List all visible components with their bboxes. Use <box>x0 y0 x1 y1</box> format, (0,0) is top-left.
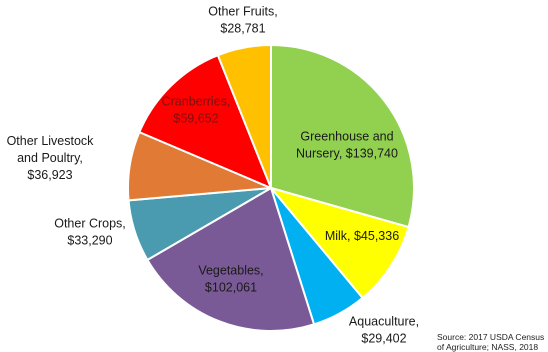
slice-milk <box>268 186 410 300</box>
label-other-crops: Other Crops, $33,290 <box>54 217 126 248</box>
label-line: Cranberries, <box>162 95 231 109</box>
label-line: and Poultry, <box>17 151 83 165</box>
slice-cranberries <box>138 53 273 190</box>
label-line: Nursery, $139,740 <box>296 147 398 161</box>
label-line: $33,290 <box>67 234 112 248</box>
slice-greenhouse-and-nursery <box>270 43 415 229</box>
label-line: $28,781 <box>220 22 265 36</box>
label-other-fruits: Other Fruits, $28,781 <box>208 5 277 36</box>
label-line: Vegetables, <box>198 264 263 278</box>
label-line: $102,061 <box>205 281 257 295</box>
label-greenhouse-and-nursery: Greenhouse and Nursery, $139,740 <box>296 130 398 161</box>
label-aquaculture: Aquaculture, $29,402 <box>349 315 419 346</box>
label-line: $29,402 <box>361 332 406 346</box>
label-line: Greenhouse and <box>300 130 393 144</box>
pie-slices <box>127 43 415 332</box>
label-line: Milk, $45,336 <box>325 229 399 243</box>
label-vegetables: Vegetables, $102,061 <box>198 264 263 295</box>
label-line: Other Fruits, <box>208 5 277 19</box>
slice-other-fruits <box>216 43 272 189</box>
label-line: $59,652 <box>173 112 218 126</box>
label-line: Other Livestock <box>7 134 95 148</box>
label-milk: Milk, $45,336 <box>325 229 399 243</box>
label-line: Other Crops, <box>54 217 126 231</box>
label-line: Aquaculture, <box>349 315 419 329</box>
label-other-livestock-and-poultry: Other Livestock and Poultry, $36,923 <box>7 134 95 182</box>
label-line: $36,923 <box>27 168 72 182</box>
slice-vegetables <box>146 186 316 332</box>
label-cranberries: Cranberries, $59,652 <box>162 95 231 126</box>
source-note-line-1: Source: 2017 USDA Census <box>437 332 544 342</box>
source-note-line-2: of Agriculture; NASS, 2018 <box>437 342 538 352</box>
slice-labels: Greenhouse and Nursery, $139,740 Milk, $45… <box>7 5 420 346</box>
